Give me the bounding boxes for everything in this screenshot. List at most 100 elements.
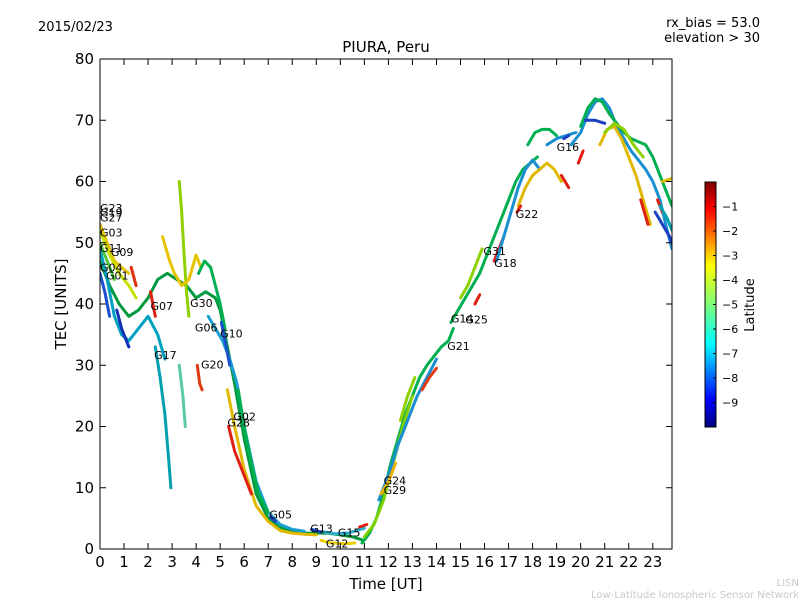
- tec-track-19: [236, 388, 270, 514]
- tec-track-2: [100, 271, 112, 318]
- chart-title: PIURA, Peru: [342, 38, 429, 56]
- satellite-label: G14: [451, 312, 474, 325]
- tec-track-10: [177, 180, 191, 318]
- tec-track-20: [269, 515, 277, 523]
- tec-track-14: [197, 259, 227, 330]
- tec-track-25: [360, 327, 455, 545]
- satellite-label: G25: [465, 314, 488, 327]
- y-tick-label: 60: [75, 173, 94, 191]
- colorbar-tick-label: −2: [722, 225, 738, 238]
- y-tick-label: 80: [75, 50, 94, 68]
- satellite-label: G15: [338, 527, 361, 540]
- tec-track-48: [639, 198, 650, 226]
- x-tick-label: 18: [523, 553, 542, 571]
- x-tick-label: 2: [143, 553, 153, 571]
- date-label: 2015/02/23: [38, 20, 113, 35]
- x-axis: 0 1 2 3 4 5 6 7 8 9 10 11 12 13 14 15 16 17 18 19 20 21 22 23: [95, 59, 662, 571]
- satellite-label: G12: [326, 538, 349, 551]
- x-tick-label: 14: [427, 553, 446, 571]
- y-tick-label: 0: [84, 540, 94, 558]
- y-axis-label: TEC [UNITS]: [52, 259, 70, 351]
- tec-track-17: [225, 388, 318, 537]
- tec-track-46: [603, 121, 645, 159]
- x-tick-label: 1: [119, 553, 129, 571]
- tec-track-12: [161, 235, 203, 288]
- tec-track-8: [149, 290, 157, 318]
- tec-track-33: [473, 293, 482, 306]
- satellite-label: G17: [154, 349, 177, 362]
- x-tick-label: 0: [95, 553, 105, 571]
- x-tick-label: 7: [263, 553, 273, 571]
- satellite-label: G30: [190, 297, 213, 310]
- elevation-label: elevation > 30: [664, 31, 760, 46]
- y-tick-label: 10: [75, 479, 94, 497]
- tec-track-31: [449, 155, 539, 324]
- satellite-label: G31: [483, 245, 506, 258]
- tec-track-36: [516, 161, 563, 208]
- footer-lisn: LISN: [777, 578, 799, 589]
- satellite-label: G03: [100, 227, 123, 240]
- satellite-label: G06: [195, 322, 218, 335]
- satellite-label: G27: [100, 211, 123, 224]
- x-tick-label: 3: [167, 553, 177, 571]
- tec-track-37: [515, 204, 523, 214]
- colorbar-tick-label: −1: [722, 201, 738, 214]
- colorbar-tick-label: −5: [722, 299, 738, 312]
- satellite-label: G09: [111, 246, 134, 259]
- satellite-label: G21: [447, 340, 470, 353]
- x-axis-label: Time [UT]: [348, 575, 422, 593]
- y-tick-label: 70: [75, 111, 94, 129]
- tec-track-15: [206, 314, 306, 533]
- x-tick-label: 13: [403, 553, 422, 571]
- y-tick-label: 50: [75, 234, 94, 252]
- satellite-label: G23: [100, 202, 123, 215]
- satellite-label: G19: [100, 206, 123, 219]
- satellite-label: G04: [100, 261, 123, 274]
- satellite-label: G29: [384, 484, 407, 497]
- x-tick-label: 6: [239, 553, 249, 571]
- satellite-label: G07: [150, 300, 173, 313]
- satellite-label: G18: [494, 257, 517, 270]
- colorbar-label: Latitude: [743, 278, 758, 332]
- satellite-label: G05: [269, 508, 292, 521]
- tec-track-43: [569, 97, 672, 251]
- x-tick-label: 9: [312, 553, 322, 571]
- x-tick-label: 10: [331, 553, 350, 571]
- tec-track-18: [227, 425, 253, 496]
- satellite-label: G11: [100, 242, 123, 255]
- colorbar-tick-label: −3: [722, 250, 738, 263]
- x-tick-label: 5: [215, 553, 225, 571]
- y-axis: 0 10 20 30 40 50 60 70 80: [75, 50, 672, 558]
- colorbar-tick-label: −7: [722, 348, 738, 361]
- tec-track-27: [377, 357, 438, 502]
- tec-track-47: [584, 118, 607, 125]
- x-tick-label: 8: [287, 553, 297, 571]
- x-tick-label: 20: [571, 553, 590, 571]
- x-tick-label: 21: [595, 553, 614, 571]
- colorbar-tick-label: −4: [722, 274, 738, 287]
- satellite-label: G22: [516, 208, 539, 221]
- tec-track-11: [177, 363, 187, 428]
- x-tick-label: 16: [475, 553, 494, 571]
- tec-track-40: [545, 131, 578, 147]
- colorbar-tick-label: −9: [722, 397, 738, 410]
- tec-track-28: [379, 461, 398, 496]
- x-tick-label: 19: [547, 553, 566, 571]
- satellite-label: G10: [220, 328, 243, 341]
- tec-track-30: [420, 366, 438, 392]
- tec-track-26: [362, 394, 414, 539]
- tec-track-52: [658, 204, 672, 232]
- tec-track-7: [129, 265, 138, 288]
- satellite-label: G20: [201, 358, 224, 371]
- colorbar-ticks: −9 −8 −7 −6 −5 −4 −3 −2 −1: [713, 201, 738, 410]
- tec-track-16: [219, 320, 232, 367]
- tec-track-5: [100, 229, 138, 300]
- tec-track-38: [559, 173, 571, 190]
- satellite-label: G24: [384, 475, 407, 488]
- tec-track-29: [398, 376, 417, 422]
- tec-track-42: [576, 149, 585, 165]
- tec-track-24: [358, 523, 369, 529]
- colorbar-tick-label: −8: [722, 372, 738, 385]
- colorbar-tick-label: −6: [722, 323, 738, 336]
- tec-track-3: [115, 308, 131, 349]
